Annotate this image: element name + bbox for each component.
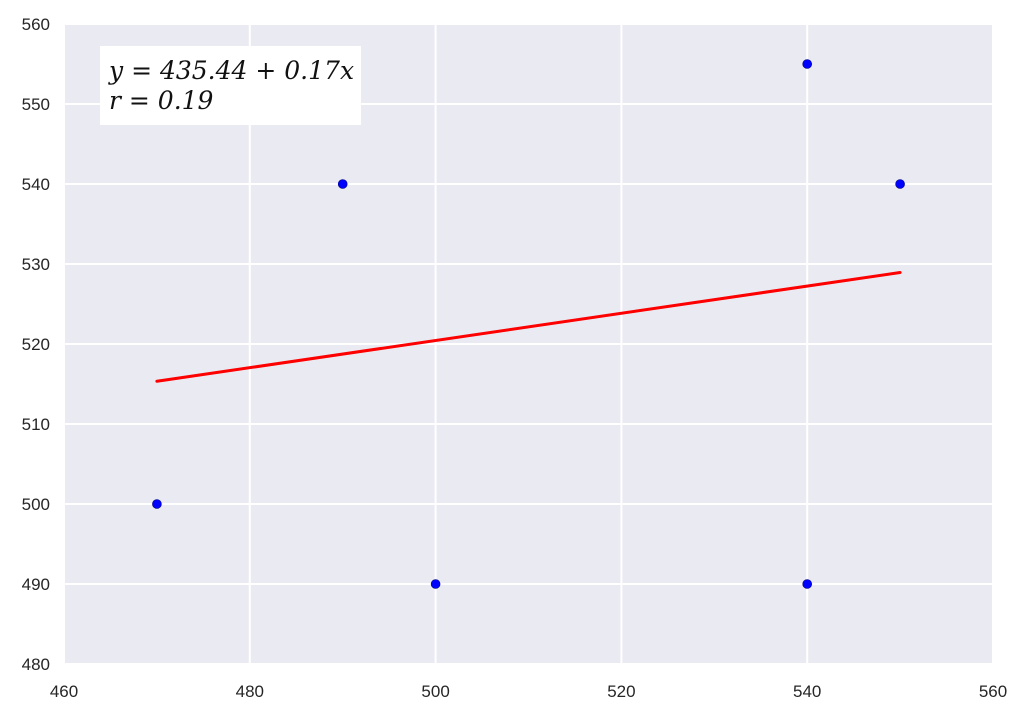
x-tick-label: 520 bbox=[607, 682, 635, 701]
scatter-point bbox=[895, 179, 905, 189]
annotation-correlation: r = 0.19 bbox=[109, 86, 214, 115]
x-tick-label: 500 bbox=[421, 682, 449, 701]
scatter-point bbox=[430, 579, 441, 589]
scatter-point bbox=[802, 579, 813, 589]
scatter-point bbox=[337, 179, 348, 189]
y-tick-label: 500 bbox=[22, 495, 50, 514]
grid-lines bbox=[63, 23, 994, 665]
x-tick-label: 460 bbox=[50, 682, 78, 701]
scatter-point bbox=[802, 59, 813, 69]
scatter-point bbox=[152, 499, 162, 509]
scatter-points bbox=[152, 59, 905, 589]
y-tick-label: 480 bbox=[22, 655, 50, 674]
x-tick-label: 540 bbox=[793, 682, 821, 701]
y-tick-label: 510 bbox=[22, 415, 50, 434]
y-tick-label: 560 bbox=[22, 15, 50, 34]
x-tick-label: 560 bbox=[979, 682, 1007, 701]
y-tick-label: 530 bbox=[22, 255, 50, 274]
y-tick-label: 550 bbox=[22, 95, 50, 114]
regression-annotation: y = 435.44 + 0.17x r = 0.19 bbox=[100, 46, 361, 125]
annotation-equation: y = 435.44 + 0.17x bbox=[108, 56, 354, 85]
y-tick-label: 490 bbox=[22, 575, 50, 594]
regression-line-group bbox=[155, 270, 902, 383]
y-axis-tick-labels: 480 490 500 510 520 530 540 550 560 bbox=[22, 15, 50, 674]
y-tick-label: 540 bbox=[22, 175, 50, 194]
annotation-box bbox=[100, 46, 361, 125]
y-tick-label: 520 bbox=[22, 335, 50, 354]
x-axis-tick-labels: 460 480 500 520 540 560 bbox=[50, 682, 1007, 701]
x-tick-label: 480 bbox=[236, 682, 264, 701]
regression-line bbox=[155, 270, 902, 383]
